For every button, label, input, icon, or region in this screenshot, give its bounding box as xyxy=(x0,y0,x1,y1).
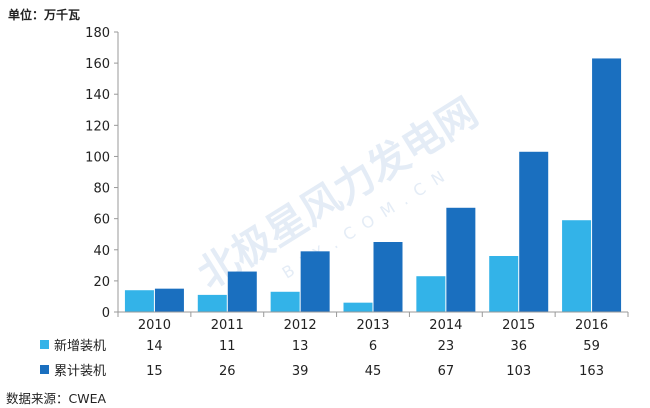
y-tick-label: 40 xyxy=(93,244,110,259)
legend-label: 新增装机 xyxy=(54,338,106,354)
y-tick-label: 160 xyxy=(85,57,110,72)
data-label: 13 xyxy=(292,339,309,354)
bar-cumulative-2010 xyxy=(154,288,184,312)
bar-new-2013 xyxy=(343,302,373,312)
data-label: 23 xyxy=(438,339,455,354)
x-tick-label: 2012 xyxy=(284,318,317,333)
x-tick-label: 2013 xyxy=(356,318,389,333)
x-tick-label: 2016 xyxy=(575,318,608,333)
y-tick-label: 0 xyxy=(102,306,110,321)
legend-label: 累计装机 xyxy=(54,364,106,379)
y-tick-label: 60 xyxy=(93,213,110,228)
bar-new-2011 xyxy=(197,294,227,312)
data-label: 59 xyxy=(583,339,600,354)
y-tick-label: 20 xyxy=(93,275,110,290)
x-tick-label: 2011 xyxy=(211,318,244,333)
legend-swatch-cumulative xyxy=(40,365,49,374)
source-label: 数据来源：CWEA xyxy=(6,391,107,406)
x-tick-label: 2014 xyxy=(429,318,462,333)
bar-new-2015 xyxy=(489,256,519,312)
y-tick-label: 100 xyxy=(85,150,110,165)
bar-new-2012 xyxy=(270,291,300,312)
bar-new-2016 xyxy=(562,220,592,312)
y-tick-label: 120 xyxy=(85,119,110,134)
y-tick-label: 140 xyxy=(85,88,110,103)
bar-cumulative-2011 xyxy=(227,271,257,312)
bar-new-2010 xyxy=(124,290,154,312)
x-tick-label: 2010 xyxy=(138,318,171,333)
data-label: 67 xyxy=(438,364,455,379)
bar-cumulative-2014 xyxy=(446,207,476,312)
bar-cumulative-2013 xyxy=(373,242,403,312)
bar-new-2014 xyxy=(416,276,446,312)
y-tick-label: 80 xyxy=(93,182,110,197)
x-tick-label: 2015 xyxy=(502,318,535,333)
unit-label: 单位：万千瓦 xyxy=(8,8,81,22)
data-label: 103 xyxy=(506,364,531,379)
bar-cumulative-2016 xyxy=(592,58,622,312)
watermark-main-text: 北极星风力发电网 xyxy=(190,90,486,299)
data-label: 26 xyxy=(219,364,236,379)
bar-cumulative-2012 xyxy=(300,251,330,312)
data-label: 45 xyxy=(365,364,382,379)
y-tick-label: 180 xyxy=(85,26,110,41)
bar-cumulative-2015 xyxy=(519,151,549,312)
data-label: 6 xyxy=(369,339,377,354)
data-label: 163 xyxy=(579,364,604,379)
data-label: 15 xyxy=(146,364,163,379)
data-label: 39 xyxy=(292,364,309,379)
data-label: 14 xyxy=(146,339,163,354)
data-label: 36 xyxy=(510,339,527,354)
data-label: 11 xyxy=(219,339,236,354)
legend-swatch-new xyxy=(40,340,49,349)
